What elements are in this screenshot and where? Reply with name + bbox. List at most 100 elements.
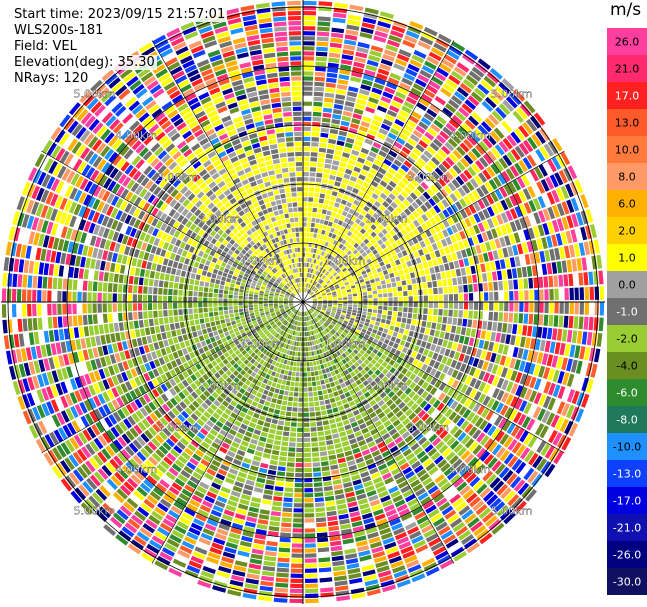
range-gate <box>500 487 512 500</box>
range-gate <box>303 166 310 172</box>
range-gate <box>457 126 469 138</box>
range-gate <box>341 324 346 329</box>
range-gate <box>303 387 308 392</box>
range-gate <box>397 345 404 352</box>
range-gate <box>288 447 296 452</box>
range-gate <box>351 149 360 156</box>
range-gate <box>448 294 454 301</box>
range-gate <box>308 351 312 357</box>
range-gate <box>514 302 519 312</box>
range-gate <box>332 433 340 439</box>
range-gate <box>539 146 550 160</box>
range-gate <box>398 307 403 312</box>
range-gate <box>482 470 494 482</box>
range-gate <box>182 348 188 355</box>
range-gate <box>474 417 484 428</box>
range-gate <box>495 226 503 237</box>
range-gate <box>315 375 320 381</box>
range-gate <box>225 335 232 341</box>
range-gate <box>298 392 303 397</box>
range-gate <box>333 300 338 302</box>
range-gate <box>427 245 434 253</box>
range-gate <box>330 423 337 429</box>
range-gate <box>570 229 578 243</box>
range-gate <box>337 231 343 237</box>
range-gate <box>358 334 364 340</box>
range-gate <box>349 389 356 395</box>
range-gate <box>365 213 372 220</box>
range-gate <box>468 226 476 236</box>
range-gate <box>310 274 314 279</box>
range-gate <box>442 107 454 118</box>
range-gate <box>341 398 348 405</box>
range-gate <box>327 515 338 522</box>
range-gate <box>341 352 347 358</box>
range-gate <box>304 543 316 548</box>
range-gate <box>320 289 325 293</box>
range-gate <box>362 245 369 251</box>
range-gate <box>445 171 454 181</box>
range-gate <box>297 427 303 432</box>
range-gate <box>433 233 440 242</box>
range-gate <box>510 370 518 382</box>
range-gate <box>384 387 392 395</box>
range-gate <box>390 347 397 354</box>
range-gate <box>324 287 329 291</box>
range-gate <box>456 251 463 260</box>
range-gate <box>305 337 308 342</box>
range-gate <box>501 392 510 403</box>
range-gate <box>454 130 465 141</box>
range-gate <box>376 267 382 273</box>
range-gate <box>353 166 361 173</box>
range-gate <box>423 308 428 315</box>
range-gate <box>524 290 529 301</box>
range-gate <box>349 417 356 423</box>
range-gate <box>337 307 342 310</box>
range-gate <box>375 110 386 118</box>
range-gate <box>567 165 578 180</box>
range-gate <box>227 325 233 331</box>
range-gate <box>462 489 475 500</box>
range-gate <box>468 70 482 82</box>
range-gate <box>493 127 505 139</box>
range-gate <box>321 293 326 296</box>
range-gate <box>445 156 455 167</box>
range-gate <box>320 214 326 220</box>
range-gate <box>489 477 501 489</box>
range-gate <box>260 504 271 510</box>
range-gate <box>257 403 264 410</box>
range-gate <box>463 310 468 319</box>
range-gate <box>405 30 420 40</box>
range-gate <box>311 351 315 356</box>
range-gate <box>316 46 328 52</box>
range-gate <box>318 147 327 153</box>
range-gate <box>353 229 359 236</box>
range-gate <box>392 419 401 427</box>
range-gate <box>336 503 347 510</box>
range-gate <box>443 485 455 496</box>
range-gate <box>332 114 342 120</box>
range-gate <box>443 185 453 195</box>
range-gate <box>370 255 376 262</box>
range-gate <box>427 127 438 137</box>
range-gate <box>485 515 498 527</box>
range-gate <box>434 345 441 353</box>
range-gate <box>363 305 368 309</box>
range-gate <box>453 190 462 200</box>
range-gate <box>286 462 295 467</box>
range-gate <box>476 405 486 416</box>
range-gate <box>323 284 328 289</box>
range-gate <box>473 213 481 223</box>
range-gate <box>317 297 322 299</box>
range-gate <box>534 289 539 301</box>
range-gate <box>470 265 476 274</box>
range-gate <box>410 325 416 331</box>
range-gate <box>519 430 529 443</box>
range-gate <box>499 355 507 366</box>
range-gate <box>500 212 509 223</box>
range-gate <box>462 78 476 90</box>
range-gate <box>415 198 423 207</box>
range-gate <box>426 84 438 95</box>
range-gate <box>331 335 337 341</box>
range-gate <box>326 333 331 338</box>
